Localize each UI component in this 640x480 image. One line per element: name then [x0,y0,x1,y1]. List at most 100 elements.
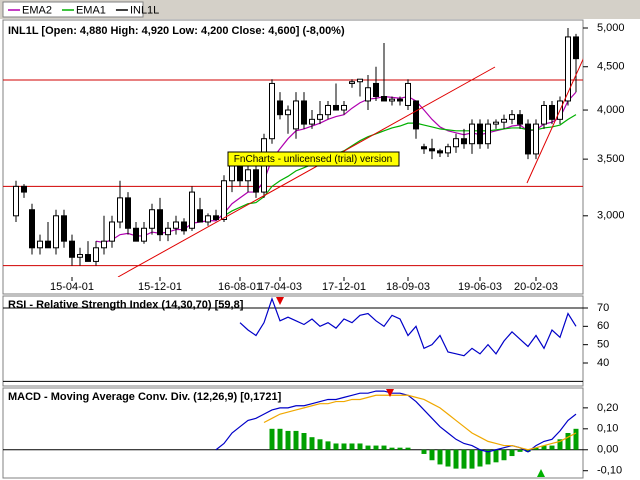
candle-body [429,148,435,152]
legend-label: EMA1 [76,4,106,16]
histogram-bar [541,445,547,450]
candle-body [237,163,243,182]
candle-body [549,104,555,120]
y-tick-label: 50 [597,339,609,351]
rsi-plot [3,297,583,382]
histogram-bar [333,443,339,450]
y-tick-label: 3,500 [597,153,625,165]
candle-body [85,254,91,262]
histogram-bar [357,443,363,450]
y-tick-label: 70 [597,302,609,314]
candle-body [437,150,443,154]
candle-body [181,221,187,232]
histogram-bar [557,439,563,450]
candle-body [157,209,163,236]
watermark-box [227,151,400,167]
macd-title: MACD - Moving Average Conv. Div. (12,26,… [8,391,282,403]
candle-body [301,100,307,125]
candle-body [133,227,139,242]
candle-body [381,96,387,102]
y-tick-label: 60 [597,320,609,332]
candle-body [221,180,227,221]
ema-line [223,114,577,217]
histogram-bar [301,433,307,450]
candle-body [397,98,403,102]
macd-plot [3,390,583,469]
candle-body [277,100,283,116]
candle-body [477,123,483,145]
price-title: INL1L [Open: 4,880 High: 4,920 Low: 4,20… [8,25,345,37]
watermark: FnCharts - unlicensed (trial) version [234,154,392,165]
trend-line [117,66,496,277]
y-tick-label: -0,10 [597,465,622,477]
candle-body [101,240,107,249]
histogram-bar [293,430,299,450]
candle-body [21,185,27,193]
candle-body [509,114,515,120]
histogram-bar [573,428,579,450]
candle-body [69,240,75,258]
candle-body [77,254,83,258]
candle-body [149,209,155,229]
signal-marker [276,297,284,305]
y-tick-label: 0,10 [597,423,618,435]
candle-body [269,82,275,140]
histogram-bar [445,449,451,467]
histogram-bar [493,449,499,463]
legend-bar [0,0,640,19]
candle-body [469,123,475,145]
candle-body [517,114,523,125]
histogram-bar [397,447,403,450]
trend-line [526,58,583,184]
histogram-bar [453,449,459,469]
candle-body [317,114,323,120]
candle-body [389,98,395,102]
histogram-bar [565,433,571,450]
signal-marker [537,469,545,477]
candle-body [405,82,411,106]
histogram-bar [365,445,371,450]
x-tick-label: 17-12-01 [322,281,366,293]
candle-body [493,121,499,125]
candle-body [413,100,419,130]
legend-label: INL1L [130,4,159,16]
candle-body [45,240,51,249]
candle-body [189,191,195,229]
candle-body [485,123,491,145]
candle-body [165,227,171,236]
histogram-bar [389,447,395,450]
candle-body [61,215,67,242]
x-tick-label: 15-12-01 [138,281,182,293]
histogram-bar [421,449,427,454]
x-tick-label: 17-04-03 [258,281,302,293]
histogram-bar [437,449,443,465]
candle-body [341,104,347,111]
rsi-panel [2,295,584,387]
candle-body [365,87,371,102]
candle-body [309,118,315,125]
candle-body [533,123,539,155]
candle-body [541,104,547,125]
candle-body [325,104,331,116]
candle-body [461,138,467,145]
histogram-bar [325,441,331,450]
histogram-bar [373,445,379,450]
candle-body [525,123,531,155]
histogram-bar [509,449,515,457]
candle-body [573,36,579,60]
y-tick-label: 0,00 [597,444,618,456]
candle-body [293,100,299,130]
candle-body [565,36,571,102]
signal-marker [386,389,394,397]
histogram-bar [549,445,555,450]
x-tick-label: 20-02-03 [514,281,558,293]
legend-label: EMA2 [22,4,52,16]
candle-body [93,247,99,262]
y-tick-label: 5,000 [597,22,625,34]
candle-body [117,197,123,223]
x-tick-label: 16-08-01 [218,281,262,293]
histogram-bar [461,449,467,469]
histogram-bar [533,447,539,450]
candle-body [229,163,235,182]
candle-body [213,215,219,221]
